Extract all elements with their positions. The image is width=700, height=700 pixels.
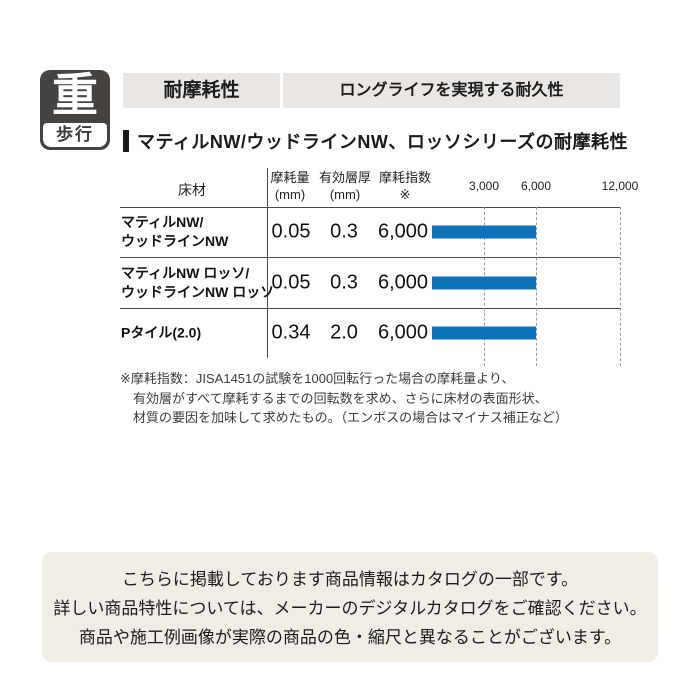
axis-tick-12000: 12,000 (601, 179, 639, 193)
row-separator-line (120, 257, 620, 258)
column-header-index: 摩耗指数 ※ (378, 170, 432, 202)
wear-resistance-table: 床材 摩耗量 (mm) 有効層厚 (mm) 摩耗指数 ※ 3,000 6,000… (120, 165, 638, 366)
table-row: マティルNW ロッソ/ ウッドラインNW ロッソ 0.05 0.3 6,000 (120, 257, 620, 308)
header-band: 耐摩耗性 ロングライフを実現する耐久性 (123, 73, 620, 108)
row-index-value: 6,000 (377, 321, 429, 344)
row-material-name: マティルNW ロッソ/ ウッドラインNW ロッソ (121, 264, 275, 300)
row-wear-value: 0.05 (271, 271, 311, 293)
row-layer-value: 2.0 (330, 321, 358, 344)
column-header-layer: 有効層厚 (mm) (318, 170, 372, 202)
row-layer-value: 0.3 (330, 271, 358, 293)
row-separator-line (120, 308, 620, 309)
title-accent-bar (123, 130, 129, 152)
badge-label: 歩行 (43, 123, 107, 147)
column-header-wear: 摩耗量 (mm) (270, 170, 310, 202)
disclaimer-line: 詳しい商品特性については、メーカーのデジタルカタログをご確認ください。 (53, 599, 647, 618)
wear-index-bar (432, 276, 536, 289)
disclaimer-line: こちらに掲載しております商品情報はカタログの一部です。 (121, 570, 579, 589)
catalog-disclaimer-box: こちらに掲載しております商品情報はカタログの一部です。 詳しい商品特性については… (42, 552, 658, 662)
header-divider (280, 73, 283, 108)
row-wear-value: 0.34 (271, 321, 311, 344)
wear-index-bar (432, 326, 536, 340)
badge-kanji: 重 (52, 69, 98, 121)
footnote-line: 有効層がすべて摩耗するまでの回転数を求め、さらに床材の表面形状、 (133, 390, 548, 406)
row-layer-value: 0.3 (330, 220, 358, 243)
row-index-value: 6,000 (377, 220, 429, 243)
column-divider-line (267, 168, 268, 358)
gridline-6000 (536, 207, 537, 366)
section-title: マティルNW/ウッドラインNW、ロッソシリーズの耐摩耗性 (123, 129, 628, 153)
row-wear-value: 0.05 (271, 220, 311, 243)
header-left-label: 耐摩耗性 (163, 80, 240, 101)
footnote: ※摩耗指数：JISA1451の試験を1000回転行った場合の摩耗量より、 有効層… (120, 369, 568, 428)
table-row: Pタイル(2.0) 0.34 2.0 6,000 (120, 308, 620, 358)
table-row: マティルNW/ ウッドラインNW 0.05 0.3 6,000 (120, 207, 620, 257)
header-bottom-line (120, 207, 620, 208)
row-material-name: マティルNW/ ウッドラインNW (121, 214, 229, 249)
wear-index-bar (432, 225, 536, 239)
row-material-name: Pタイル(2.0) (121, 324, 202, 341)
gridline-12000 (620, 207, 621, 366)
section-title-text: マティルNW/ウッドラインNW、ロッソシリーズの耐摩耗性 (137, 132, 628, 152)
axis-tick-6000: 6,000 (520, 179, 552, 193)
heavy-foot-traffic-icon: 重 歩行 (40, 69, 110, 150)
disclaimer-line: 商品や施工例画像が実際の商品の色・縮尺と異なることがございます。 (78, 628, 622, 647)
footnote-line: ※摩耗指数：JISA1451の試験を1000回転行った場合の摩耗量より、 (120, 371, 515, 386)
column-header-material: 床材 (178, 182, 206, 198)
axis-tick-3000: 3,000 (468, 179, 500, 193)
header-right-label: ロングライフを実現する耐久性 (339, 82, 564, 99)
row-index-value: 6,000 (377, 271, 429, 293)
footnote-line: 材質の要因を加味して求めたもの。（エンボスの場合はマイナス補正など） (133, 410, 568, 425)
